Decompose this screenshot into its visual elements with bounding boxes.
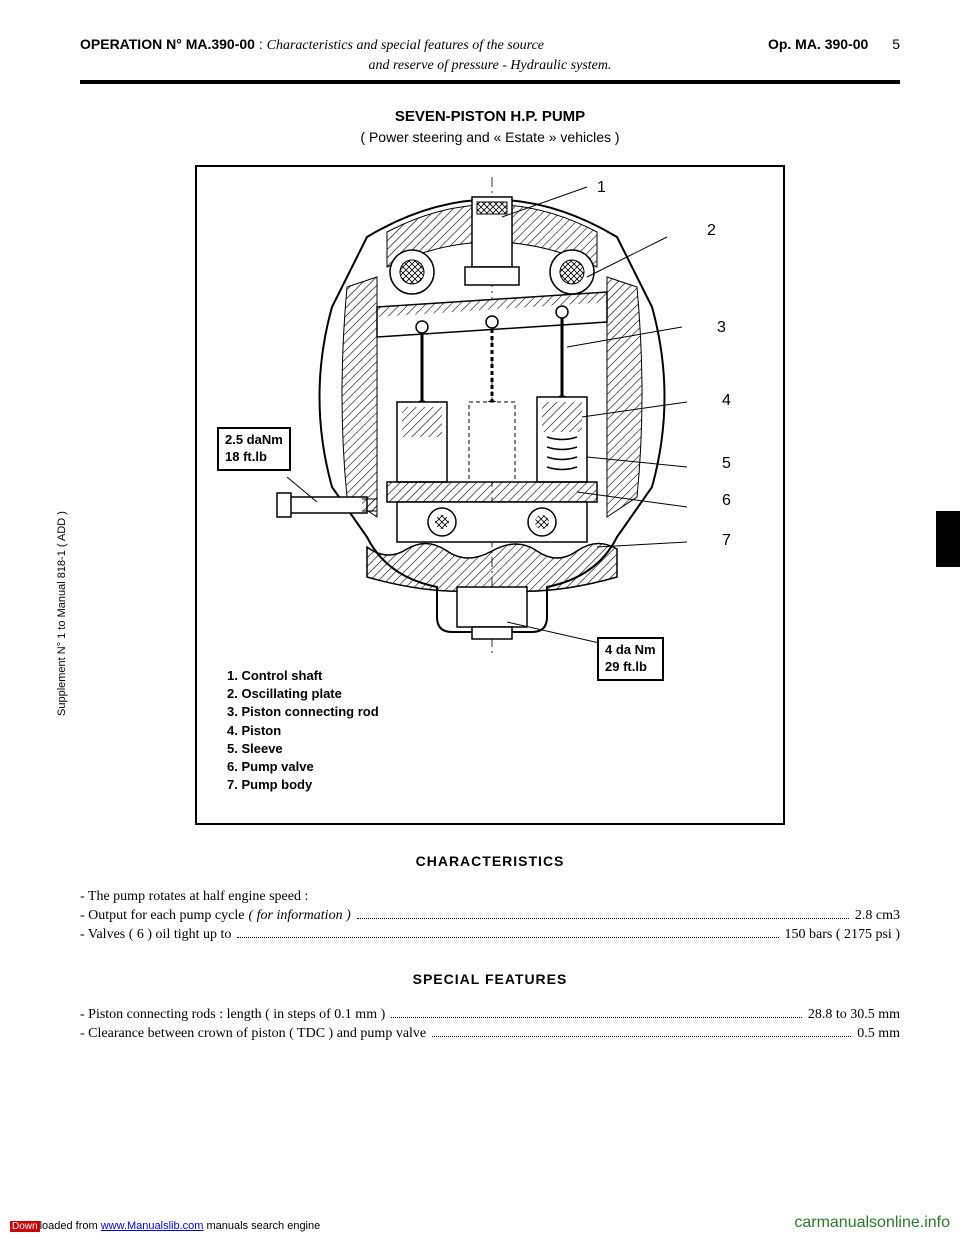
callout-4: 4: [722, 392, 731, 410]
pump-diagram: [247, 177, 737, 667]
char-line-2-label: - Output for each pump cycle: [80, 908, 244, 924]
torque-box-right: 4 da Nm 29 ft.lb: [597, 637, 664, 681]
op-sep: :: [259, 36, 263, 52]
footer-dl-text: loaded from: [40, 1220, 98, 1232]
callout-1: 1: [597, 179, 606, 197]
op-prefix: OPERATION N°: [80, 36, 182, 52]
spec-line-2-label: - Clearance between crown of piston ( TD…: [80, 1026, 426, 1042]
callout-2: 2: [707, 222, 716, 240]
char-line-2-value: 2.8 cm3: [855, 908, 900, 924]
header-right: Op. MA. 390-00 5: [768, 36, 900, 52]
footer-right: carmanualsonline.info: [794, 1214, 950, 1232]
legend-7: 7. Pump body: [227, 776, 379, 794]
callout-6: 6: [722, 492, 731, 510]
spec-line-1-label: - Piston connecting rods : length ( in s…: [80, 1007, 385, 1023]
leader-dots: [357, 918, 849, 919]
page-number: 5: [892, 36, 900, 52]
char-line-2-info: ( for information ): [248, 908, 350, 924]
leader-dots: [432, 1036, 851, 1037]
edge-tab: [936, 511, 960, 567]
char-line-2: - Output for each pump cycle ( for infor…: [80, 908, 900, 924]
header-row: OPERATION N° MA.390-00 : Characteristics…: [80, 36, 900, 54]
spec-line-2: - Clearance between crown of piston ( TD…: [80, 1026, 900, 1042]
header-title: Characteristics and special features of …: [267, 38, 544, 53]
torque-left-l2: 18 ft.lb: [225, 449, 283, 466]
char-line-1: - The pump rotates at half engine speed …: [80, 889, 900, 905]
op-number: MA.390-00: [186, 36, 255, 52]
torque-right-l1: 4 da Nm: [605, 642, 656, 659]
leader-dots: [237, 937, 778, 938]
torque-box-left: 2.5 daNm 18 ft.lb: [217, 427, 291, 471]
spec-line-1: - Piston connecting rods : length ( in s…: [80, 1007, 900, 1023]
spec-line-1-value: 28.8 to 30.5 mm: [808, 1007, 900, 1023]
char-line-3: - Valves ( 6 ) oil tight up to 150 bars …: [80, 927, 900, 943]
legend-2: 2. Oscillating plate: [227, 685, 379, 703]
callout-7: 7: [722, 532, 731, 550]
legend-5: 5. Sleeve: [227, 740, 379, 758]
download-badge: Down: [10, 1221, 40, 1232]
char-line-1-label: - The pump rotates at half engine speed …: [80, 889, 308, 905]
characteristics-heading: CHARACTERISTICS: [80, 853, 900, 869]
legend-3: 3. Piston connecting rod: [227, 703, 379, 721]
char-line-3-label: - Valves ( 6 ) oil tight up to: [80, 927, 231, 943]
manualslib-link[interactable]: www.Manualslib.com: [101, 1220, 204, 1232]
legend-4: 4. Piston: [227, 722, 379, 740]
op-right: Op. MA. 390-00: [768, 36, 868, 52]
callout-3: 3: [717, 319, 726, 337]
spec-line-2-value: 0.5 mm: [857, 1026, 900, 1042]
legend-6: 6. Pump valve: [227, 758, 379, 776]
torque-left-l1: 2.5 daNm: [225, 432, 283, 449]
leader-dots: [391, 1017, 802, 1018]
footer-left: Downloaded from www.Manualslib.com manua…: [10, 1220, 320, 1232]
side-label: Supplement N° 1 to Manual 818-1 ( ADD ): [56, 511, 68, 716]
legend: 1. Control shaft 2. Oscillating plate 3.…: [227, 667, 379, 794]
footer-dl-suffix: manuals search engine: [207, 1220, 321, 1232]
page-title: SEVEN-PISTON H.P. PUMP: [80, 108, 900, 125]
page-subtitle: ( Power steering and « Estate » vehicles…: [80, 129, 900, 145]
divider: [80, 80, 900, 84]
header-subtitle: and reserve of pressure - Hydraulic syst…: [80, 58, 900, 74]
callout-5: 5: [722, 455, 731, 473]
torque-right-l2: 29 ft.lb: [605, 659, 656, 676]
legend-1: 1. Control shaft: [227, 667, 379, 685]
char-line-3-value: 150 bars ( 2175 psi ): [785, 927, 901, 943]
figure-frame: 1 2 3 4 5 6 7 2.5 daNm 18 ft.lb 4 da Nm …: [195, 165, 785, 825]
special-heading: SPECIAL FEATURES: [80, 971, 900, 987]
header-left: OPERATION N° MA.390-00 : Characteristics…: [80, 36, 544, 54]
